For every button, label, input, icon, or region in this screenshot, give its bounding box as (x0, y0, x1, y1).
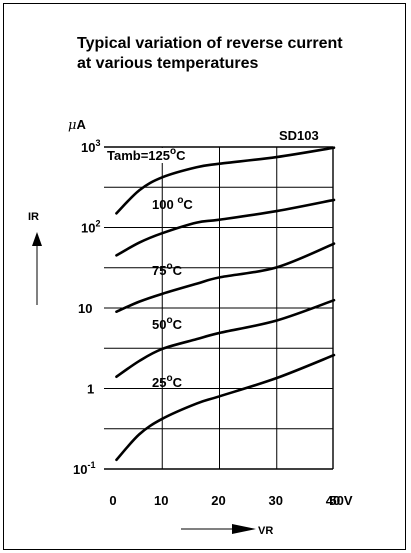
series-label: 50oC (152, 315, 183, 332)
series-line (115, 353, 336, 462)
chart-curves (115, 146, 336, 462)
y-tick-label: 102 (81, 219, 100, 236)
x-tick-label: 10 (154, 493, 168, 508)
series-line (115, 146, 336, 215)
y-unit-rest: A (76, 117, 86, 132)
series-label-bg (105, 148, 211, 163)
x-tick-label: 20 (211, 493, 225, 508)
part-number-label: SD103 (279, 128, 319, 143)
chart-title-line2: at various temperatures (77, 55, 259, 72)
y-axis-label: IR (28, 211, 39, 223)
y-tick-label: 1 (87, 382, 94, 397)
x-axis-arrow-head (232, 524, 256, 534)
chart-grid (104, 146, 334, 470)
series-label: Tamb=125oC (107, 146, 186, 163)
series-label: 100 oC (152, 195, 193, 212)
x-tick-label: 30 (269, 493, 283, 508)
y-unit-label: μA (68, 117, 86, 133)
x-tick-label: 40 (326, 493, 340, 508)
chart-title-line1: Typical variation of reverse current (77, 35, 343, 52)
y-tick-label: 10-1 (73, 460, 95, 477)
x-tick-label: 0 (109, 493, 116, 508)
chart-title: Typical variation of reverse current at … (77, 34, 397, 74)
y-tick-label: 103 (81, 138, 100, 155)
y-tick-label: 10 (78, 301, 92, 316)
x-tick-label: 50V (329, 493, 352, 508)
series-labels: Tamb=125oC 100 oC 75oC 50oC 25oC (105, 146, 211, 390)
x-axis-label: VR (258, 525, 273, 537)
y-axis-arrow-head (32, 232, 42, 246)
series-label: 25oC (152, 373, 183, 390)
series-label: 75oC (152, 261, 183, 278)
chart-frame (3, 3, 406, 550)
y-unit-mu: μ (68, 118, 76, 133)
series-line (115, 298, 336, 379)
series-line (115, 198, 336, 257)
series-line (115, 242, 336, 313)
